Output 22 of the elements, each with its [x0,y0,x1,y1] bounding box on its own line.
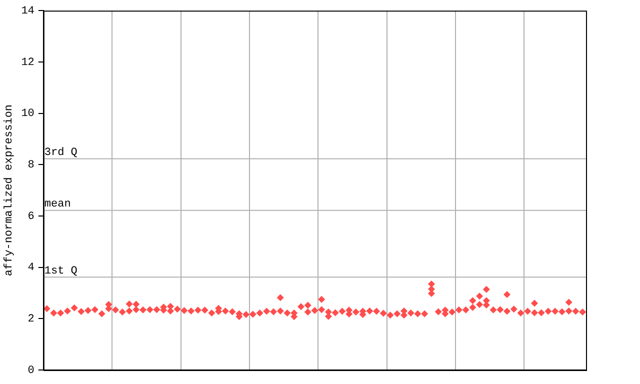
point [504,308,511,315]
point [304,308,312,316]
y-tick-label: 6 [28,210,34,223]
point [276,307,284,314]
y-tick-label: 10 [21,108,34,120]
y-tick-label: 12 [21,56,34,69]
point [469,304,476,311]
y-tick-label: 8 [28,160,34,172]
point [126,300,133,308]
point [318,306,326,314]
y-tick-label: 2 [28,314,34,326]
y-tick-label: 14 [21,6,35,18]
point [565,307,572,314]
ref-line-label: 1st Q [44,265,78,278]
point [530,309,538,316]
ref-line-label: mean [44,198,71,211]
y-tick-label: 0 [28,364,34,377]
y-tick-label: 4 [28,262,35,274]
ref-line-label: 3rd Q [44,147,78,160]
y-axis-title: affy-normalized expression [4,104,16,276]
point [132,306,140,314]
point [476,301,484,308]
